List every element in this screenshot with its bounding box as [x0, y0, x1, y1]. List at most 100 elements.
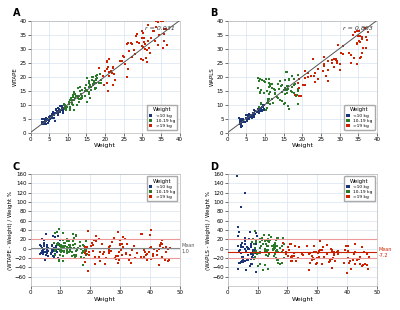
Point [328, 249, 335, 254]
Point [154, 249, 160, 254]
Point [162, 245, 169, 250]
Point [104, 59, 110, 64]
Y-axis label: (WAPLS - Weight) / Weight %: (WAPLS - Weight) / Weight % [206, 191, 210, 270]
Point [94, 72, 100, 77]
Point [56, 259, 62, 263]
Point [65, 102, 72, 107]
Point [264, 248, 270, 253]
Point [334, 59, 340, 64]
Point [148, 256, 154, 261]
Point [140, 58, 146, 63]
Point [248, 251, 254, 256]
Point [264, 248, 270, 253]
Point [56, 249, 63, 254]
Point [263, 108, 270, 113]
Point [234, 233, 241, 238]
Point [268, 97, 275, 102]
Point [258, 78, 265, 83]
Point [44, 245, 50, 250]
Point [260, 105, 266, 110]
Point [266, 80, 273, 85]
Point [274, 244, 280, 249]
Point [275, 96, 281, 101]
Point [268, 82, 275, 87]
Point [40, 250, 47, 255]
Point [253, 240, 259, 245]
Point [46, 115, 52, 120]
Point [142, 249, 148, 254]
Point [350, 33, 356, 38]
Point [251, 241, 257, 246]
Point [90, 248, 96, 253]
Point [54, 113, 61, 117]
Point [41, 241, 47, 246]
Point [286, 242, 293, 247]
Point [354, 258, 360, 263]
Point [238, 123, 245, 128]
Point [161, 27, 167, 32]
Point [248, 256, 254, 261]
Point [55, 243, 62, 248]
Point [50, 253, 56, 258]
Point [62, 102, 69, 107]
Point [257, 76, 264, 81]
Point [283, 250, 290, 255]
Point [63, 247, 70, 252]
Point [102, 261, 108, 266]
Point [320, 68, 327, 73]
Point [51, 110, 58, 115]
Point [56, 247, 62, 252]
Point [296, 76, 302, 81]
Point [129, 41, 136, 46]
Point [238, 124, 244, 129]
Point [145, 23, 151, 28]
Point [60, 244, 66, 249]
Point [252, 255, 258, 260]
Point [111, 78, 118, 82]
Point [84, 76, 90, 81]
Point [238, 243, 245, 248]
Point [164, 246, 171, 251]
Point [293, 93, 299, 98]
Point [234, 224, 241, 229]
Point [257, 106, 263, 111]
Point [265, 97, 272, 102]
Point [242, 115, 249, 120]
Point [51, 241, 58, 246]
Point [299, 82, 306, 87]
Point [279, 243, 286, 248]
Text: Mean
-7.2: Mean -7.2 [378, 247, 392, 258]
Point [61, 241, 68, 246]
Point [42, 122, 49, 127]
Point [295, 89, 301, 94]
Point [266, 76, 272, 81]
Point [267, 237, 273, 242]
Point [105, 56, 112, 61]
Point [133, 33, 140, 38]
Point [83, 89, 90, 94]
Point [245, 257, 251, 262]
Legend: <10 kg, 10-19 kg, >19 kg: <10 kg, 10-19 kg, >19 kg [344, 105, 375, 130]
Point [256, 245, 263, 250]
Point [55, 243, 62, 248]
Point [134, 32, 140, 37]
Point [252, 111, 258, 116]
Point [117, 59, 124, 64]
Point [106, 69, 112, 74]
Point [52, 252, 58, 257]
Point [73, 234, 79, 239]
Point [363, 35, 370, 40]
Point [269, 85, 275, 90]
Point [49, 246, 55, 251]
Point [251, 250, 257, 255]
Point [248, 262, 255, 267]
Point [53, 110, 60, 115]
Point [343, 243, 350, 248]
Point [292, 92, 298, 97]
Point [39, 119, 46, 124]
Point [259, 102, 266, 107]
Point [43, 116, 50, 121]
Legend: <10 kg, 10-19 kg, >19 kg: <10 kg, 10-19 kg, >19 kg [146, 176, 178, 202]
Point [51, 247, 58, 252]
Point [306, 251, 312, 256]
